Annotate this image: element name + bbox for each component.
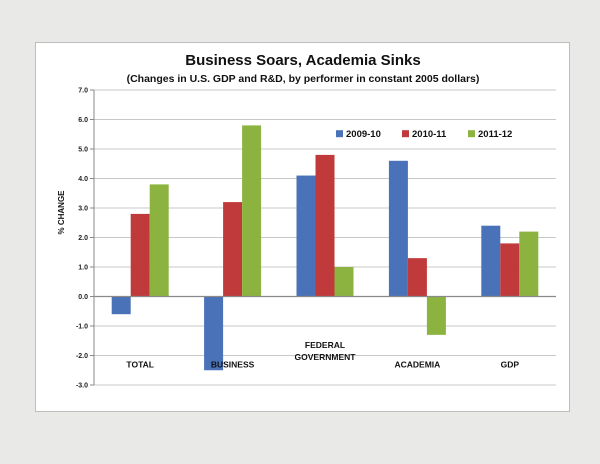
category-label: GDP bbox=[501, 359, 520, 369]
bar-2011-12-federal-government bbox=[334, 267, 354, 297]
y-tick-label: 4.0 bbox=[78, 176, 88, 183]
category-label: ACADEMIA bbox=[394, 359, 440, 369]
y-tick-label: 3.0 bbox=[78, 206, 88, 213]
legend-label-2011-12: 2011-12 bbox=[478, 129, 512, 140]
bar-2009-10-gdp bbox=[481, 225, 501, 297]
bar-2009-10-academia bbox=[388, 160, 408, 297]
y-tick-label: 2.0 bbox=[78, 235, 88, 242]
bar-2011-12-gdp bbox=[519, 231, 539, 297]
y-tick-label: -3.0 bbox=[76, 383, 88, 390]
bar-chart: Business Soars, Academia Sinks (Changes … bbox=[57, 52, 556, 390]
bar-2009-10-total bbox=[111, 296, 131, 315]
category-label: FEDERAL bbox=[305, 340, 345, 350]
chart-panel: Business Soars, Academia Sinks (Changes … bbox=[35, 42, 570, 412]
chart-subtitle: (Changes in U.S. GDP and R&D, by perform… bbox=[127, 73, 480, 85]
y-tick-label: 5.0 bbox=[78, 147, 88, 154]
legend-label-2009-10: 2009-10 bbox=[346, 129, 381, 140]
legend-swatch-2011-12 bbox=[468, 130, 475, 138]
y-tick-label: 6.0 bbox=[78, 117, 88, 124]
bar-2011-12-business bbox=[242, 125, 262, 297]
bar-2011-12-total bbox=[149, 184, 169, 297]
bar-2010-11-gdp bbox=[500, 243, 520, 297]
y-tick-label: 7.0 bbox=[78, 88, 88, 95]
y-tick-label: 1.0 bbox=[78, 265, 88, 272]
bar-2010-11-academia bbox=[407, 258, 427, 297]
legend-swatch-2010-11 bbox=[402, 130, 409, 138]
bar-2009-10-business bbox=[204, 296, 224, 371]
category-label: BUSINESS bbox=[211, 359, 255, 369]
y-tick-label: -2.0 bbox=[76, 353, 88, 360]
category-label: TOTAL bbox=[126, 359, 154, 369]
y-axis-label: % CHANGE bbox=[57, 190, 66, 235]
bar-2010-11-business bbox=[223, 202, 243, 297]
y-tick-label: -1.0 bbox=[76, 324, 88, 331]
legend-swatch-2009-10 bbox=[336, 130, 343, 138]
bar-2009-10-federal-government bbox=[296, 175, 316, 297]
bar-2010-11-total bbox=[130, 213, 150, 297]
category-label: GOVERNMENT bbox=[295, 352, 357, 362]
y-tick-label: 0.0 bbox=[78, 294, 88, 301]
bar-2010-11-federal-government bbox=[315, 154, 335, 297]
bar-2011-12-academia bbox=[426, 296, 446, 335]
chart-title: Business Soars, Academia Sinks bbox=[185, 52, 420, 69]
legend-label-2010-11: 2010-11 bbox=[412, 129, 447, 140]
